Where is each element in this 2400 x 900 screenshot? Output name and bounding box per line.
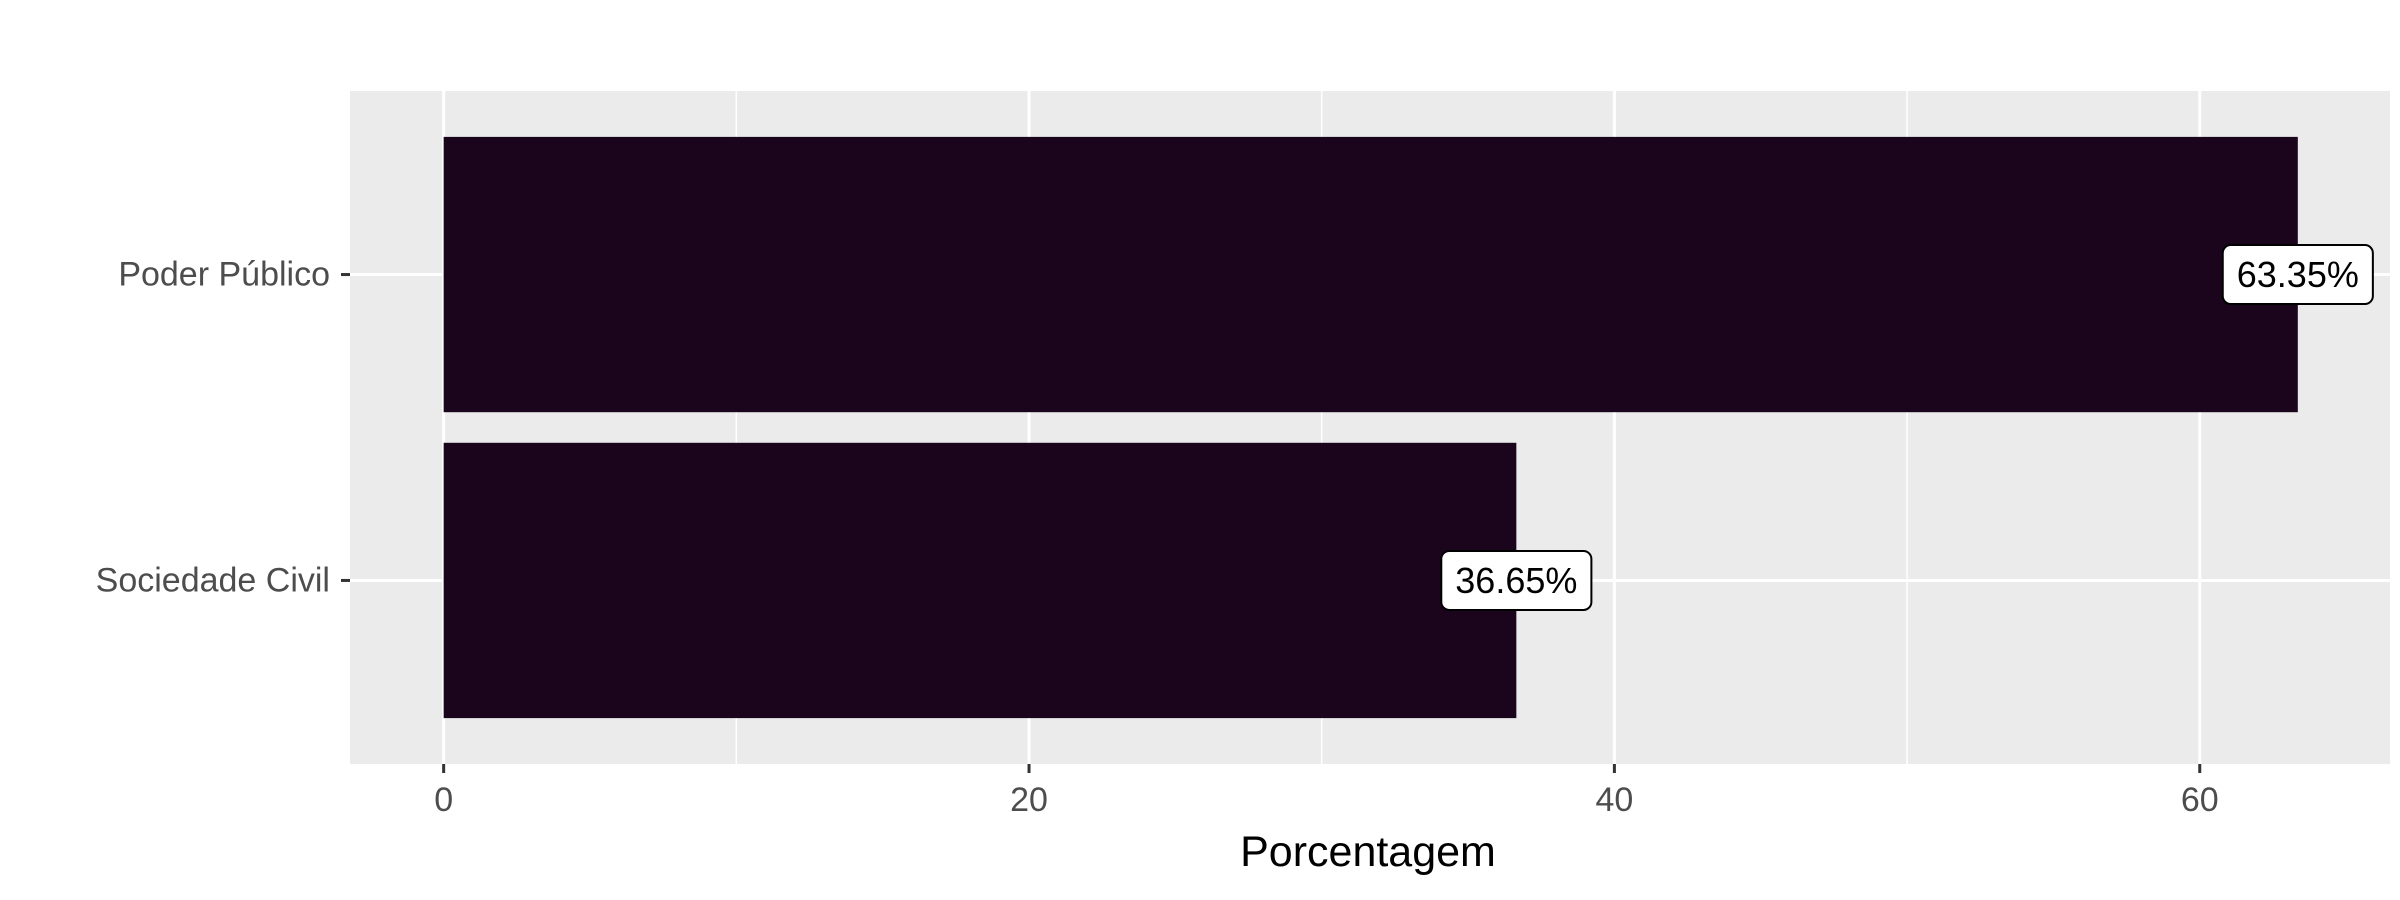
y-axis: Poder Público Sociedade Civil	[96, 256, 350, 599]
y-tick-label: Sociedade Civil	[96, 561, 330, 599]
x-tick-label: 60	[2181, 781, 2219, 819]
data-label-box	[1440, 549, 1593, 611]
x-tick-label: 20	[1010, 781, 1048, 819]
x-axis: 0 20 40 60	[434, 764, 2219, 819]
bars	[443, 136, 2298, 719]
data-label-group: 63.35%	[2221, 244, 2374, 306]
y-tick-label: Poder Público	[118, 256, 330, 294]
data-labels: 63.35% 36.65%	[1440, 244, 2374, 611]
x-tick-label: 0	[434, 781, 453, 819]
bar	[443, 136, 2298, 413]
bar	[443, 442, 1517, 719]
x-tick-label: 40	[1595, 781, 1633, 819]
data-label-box	[2221, 244, 2374, 306]
x-axis-title: Porcentagem	[1240, 828, 1496, 876]
data-label-group: 36.65%	[1440, 549, 1593, 611]
data-label: 36.65%	[1455, 560, 1577, 601]
data-label: 63.35%	[2237, 254, 2359, 295]
